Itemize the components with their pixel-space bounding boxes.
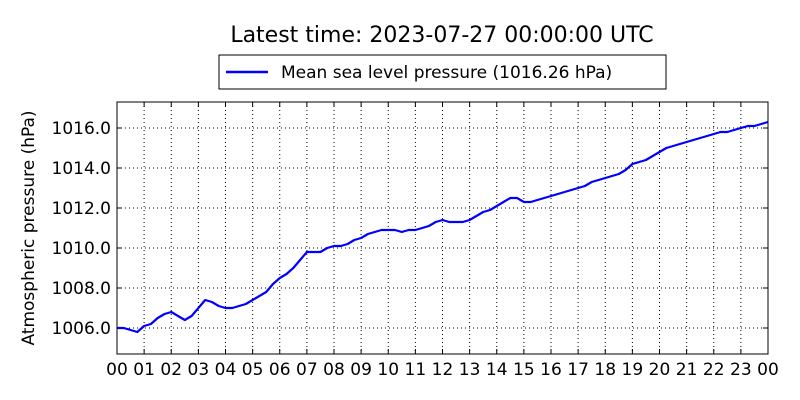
y-tick-label: 1014.0 bbox=[52, 159, 111, 179]
chart-title: Latest time: 2023-07-27 00:00:00 UTC bbox=[230, 23, 653, 48]
x-tick-label: 10 bbox=[377, 360, 399, 380]
x-tick-label: 22 bbox=[703, 360, 725, 380]
y-axis: 1006.0 1008.0 1010.0 1012.0 1014.0 1016.0 bbox=[52, 119, 768, 339]
x-tick-label: 23 bbox=[730, 360, 752, 380]
legend: Mean sea level pressure (1016.26 hPa) bbox=[218, 54, 667, 90]
x-tick-label: 01 bbox=[133, 360, 155, 380]
x-tick-label: 12 bbox=[432, 360, 454, 380]
x-tick-label: 14 bbox=[486, 360, 508, 380]
x-tick-label: 04 bbox=[215, 360, 237, 380]
series-line-mean-sea-level-pressure bbox=[117, 120, 769, 334]
x-tick-label: 00 bbox=[106, 360, 128, 380]
plot-frame bbox=[116, 101, 769, 355]
x-tick-label: 08 bbox=[323, 360, 345, 380]
x-tick-label: 20 bbox=[649, 360, 671, 380]
x-tick-label: 09 bbox=[350, 360, 372, 380]
x-tick-label: 18 bbox=[594, 360, 616, 380]
x-tick-label: 16 bbox=[540, 360, 562, 380]
x-tick-label: 02 bbox=[160, 360, 182, 380]
legend-box bbox=[218, 54, 667, 90]
y-tick-label: 1010.0 bbox=[52, 239, 111, 259]
y-tick-label: 1008.0 bbox=[52, 279, 111, 299]
x-tick-label: 00 bbox=[757, 360, 779, 380]
x-tick-label: 21 bbox=[676, 360, 698, 380]
y-tick-label: 1016.0 bbox=[52, 119, 111, 139]
y-axis-label: Atmospheric pressure (hPa) bbox=[19, 110, 39, 345]
x-tick-label: 13 bbox=[459, 360, 481, 380]
x-tick-label: 07 bbox=[296, 360, 318, 380]
x-tick-label: 05 bbox=[242, 360, 264, 380]
x-tick-label: 19 bbox=[622, 360, 644, 380]
grid-lines bbox=[117, 102, 768, 354]
x-tick-label: 15 bbox=[513, 360, 535, 380]
y-tick-label: 1006.0 bbox=[52, 319, 111, 339]
x-tick-label: 03 bbox=[188, 360, 210, 380]
x-tick-label: 17 bbox=[567, 360, 589, 380]
x-axis: 00 01 02 03 04 05 06 07 08 09 10 11 12 13 14 15 16 17 18 19… bbox=[106, 102, 779, 380]
x-tick-label: 11 bbox=[405, 360, 427, 380]
x-tick-label: 06 bbox=[269, 360, 291, 380]
legend-label: Mean sea level pressure (1016.26 hPa) bbox=[281, 63, 612, 83]
y-tick-label: 1012.0 bbox=[52, 199, 111, 219]
